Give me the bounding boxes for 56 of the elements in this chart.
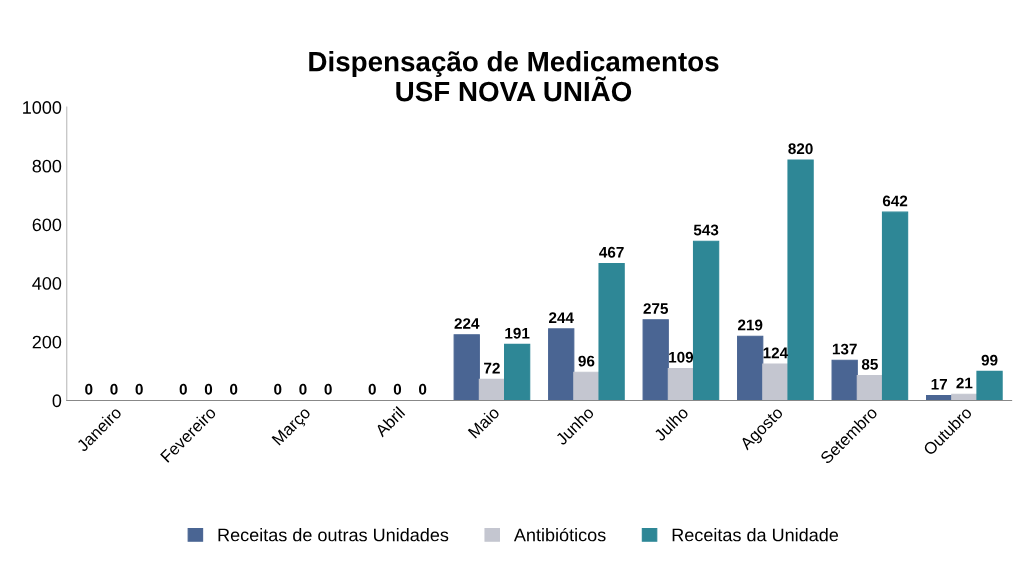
bar [881,211,909,401]
bar [831,359,858,401]
bar [692,240,720,401]
legend-label: Antibióticos [513,527,606,542]
data-label: 0 [110,383,118,395]
data-label: 0 [274,383,282,395]
data-label: 99 [981,354,998,366]
data-label: 85 [861,358,878,370]
bar [856,374,884,401]
data-label: 244 [549,312,574,323]
bar [548,328,575,401]
data-label: 0 [179,383,187,395]
bar [976,370,1003,401]
data-label: 17 [931,379,947,390]
bar [503,343,531,401]
data-label: 0 [135,383,143,395]
data-label: 543 [693,224,719,236]
bar [598,262,625,401]
data-label: 224 [454,318,480,329]
data-label: 0 [85,383,93,395]
data-label: 820 [788,143,813,155]
y-tick-label: 200 [32,335,62,349]
bar [573,371,600,401]
data-label: 0 [368,383,376,395]
y-tick-label: 600 [32,218,62,232]
legend-label: Receitas da Unidade [672,528,839,542]
bar [737,335,764,401]
bar [642,319,669,401]
data-label: 275 [643,303,669,314]
bar [667,367,695,401]
data-label: 0 [230,383,238,395]
data-label: 109 [669,351,694,363]
data-label: 0 [419,383,427,395]
data-label: 219 [737,319,763,331]
legend-label: Receitas de outras Unidades [218,528,449,542]
data-label: 137 [832,343,857,355]
y-tick-label: 0 [52,394,62,408]
data-label: 124 [763,347,789,359]
data-label: 0 [393,383,402,395]
data-label: 642 [882,195,908,207]
y-tick-label: 400 [32,277,62,290]
data-label: 467 [599,246,624,258]
bar [787,159,814,401]
chart-title: Dispensação de Medicamentos USF NOVA UNIÃO [309,51,719,102]
y-tick-label: 1000 [23,101,62,114]
bar [478,378,506,401]
bar [762,363,789,401]
y-tick-label: 800 [32,159,62,173]
data-label: 72 [484,362,500,374]
data-label: 191 [505,327,530,339]
data-label: 0 [204,383,213,395]
data-label: 0 [324,383,332,395]
bar [453,334,480,401]
data-label: 21 [956,377,973,389]
data-label: 96 [578,355,595,367]
data-label: 0 [299,383,307,395]
